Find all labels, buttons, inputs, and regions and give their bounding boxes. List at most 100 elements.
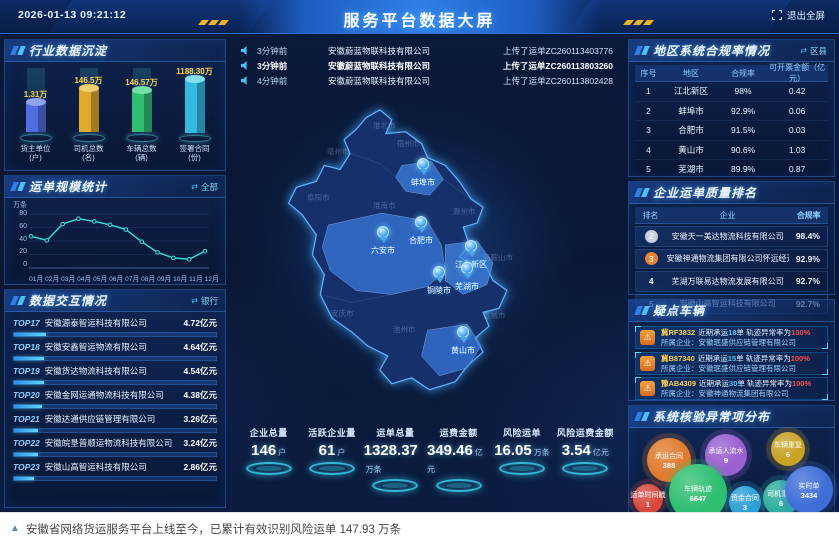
stat-unit: 亿元 [592,448,609,457]
table-row[interactable]: 5 芜湖市 89.9% 0.87 [635,160,828,180]
stat-item: 企业总量 146 户 [237,426,300,506]
progress-fill [14,476,35,480]
progress-fill [14,404,43,408]
rank-label: TOP22 [13,438,40,448]
progress-fill [14,428,39,432]
triangle-marker: ▲ [10,523,20,534]
y-axis-ticks: 80 60 40 20 0 [11,210,27,268]
list-item[interactable]: TOP21 安徽达通供应链管理有限公司 3.26亿元 [13,413,217,433]
rank-label: TOP17 [13,318,40,328]
compliance-rate: 98.4% [795,231,820,242]
line-chart-svg [28,213,209,269]
list-item[interactable]: TOP22 安徽皖垦普顺运物流科技有限公司 3.24亿元 [13,437,217,457]
stat-unit: 户 [278,448,287,457]
exit-fullscreen-button[interactable]: 退出全屏 [771,8,825,22]
table-row[interactable]: 2 安徽天一美达物流科技有限公司 98.4% [635,226,828,247]
compliance-rate: 92.7% [795,276,820,287]
anomaly-bubble[interactable]: 车辆重复 6 [766,427,810,471]
anomaly-bubble[interactable]: 资金合同 3 [724,481,766,512]
vehicle-summary: 冀B87340 近期承运15单 轨迹异常率为100% [661,353,810,363]
header-decoration [567,0,791,33]
bar [184,74,205,134]
header-bar: 2026-01-13 09:21:12 服务平台数据大屏 退出全屏 [0,0,839,34]
table-row[interactable]: 4 芜湖万联易达物流发展有限公司 92.7% [635,271,828,292]
bar-label: 司机总数 (名) [73,144,104,162]
panel-title-bar: 数据交互情况 ⇄ 银行 [5,290,225,312]
suspect-vehicle-cards: ⚠ 冀RF3832 近期承运18单 轨迹异常率为100% 所属企业：安徽珉盛供应链… [629,322,834,400]
bubble-label: 运单时间戳 [630,491,666,499]
x-tick: 06月 [109,276,124,283]
table-row[interactable]: 2 蚌埠市 92.9% 0.06 [635,102,828,121]
city-label: 六安市 [371,246,395,255]
footer-note: 安徽省网络货运服务平台上线至今，已累计有效识别风险运单 147.93 万条 [25,523,401,536]
table-row[interactable]: 3 合肥市 91.5% 0.03 [635,121,828,141]
panel-title: 系统核验异常项分布 [653,410,771,424]
vehicle-card[interactable]: ⚠ 豫AB4309 近期承运30单 轨迹异常率为100% 所属企业：安徽神通物流集… [635,377,828,400]
compliance-rate: 92.9% [795,253,820,264]
list-item[interactable]: TOP17 安徽源泰智运科技有限公司 4.72亿元 [13,317,217,337]
panel-title: 地区系统合规率情况 [653,44,771,58]
bar [78,84,99,132]
rank-label: TOP21 [13,414,40,424]
bubble-value: 6 [778,498,784,508]
anhui-province-map[interactable]: 亳州市 淮北市 宿州市 阜阳市 淮南市 滁州市 马鞍山市 宣城市 池州市 安庆市 蚌埠市 合肥市 [231,94,623,418]
stat-unit: 亿元 [426,448,483,474]
vehicle-card[interactable]: ⚠ 冀B87340 近期承运15单 轨迹异常率为100% 所属企业：安徽珉盛供应链… [635,351,828,375]
vehicle-owner: 所属企业：安徽珉盛供应链管理有限公司 [661,338,796,347]
disc-platform-icon [498,462,545,475]
bar-item: 1.31万 货主单位 (户) [9,66,62,162]
company-name: 安徽货达物流科技有限公司 [44,366,147,376]
list-item[interactable]: TOP19 安徽货达物流科技有限公司 4.54亿元 [13,365,217,385]
progress-track [13,451,217,457]
x-tick: 03月 [61,276,76,283]
disc-platform-icon [372,479,419,492]
anomaly-bubble[interactable]: 实时单 3434 [780,461,838,512]
vehicle-summary: 豫AB4309 近期承运30单 轨迹异常率为100% [661,379,812,388]
panel-title-bar: 疑点车辆 [629,300,834,322]
anomaly-bubble[interactable]: 车辆轨迹 6647 [664,459,732,512]
bar-item: 146.57万 车辆总数 (辆) [115,66,168,162]
region-table-body: 1 江北新区 98% 0.42 2 蚌埠市 92.9% 0.06 [635,82,828,180]
disc-platform-icon [435,479,482,492]
waybill-filter-select[interactable]: ⇄ 全部 [191,181,218,192]
progress-track [13,379,217,385]
stat-value: 61 户 [318,442,346,459]
bubble-value: 388 [662,460,676,470]
panel-quality-ranking: 企业运单质量排名 排名 企业 合规率 2 安徽天一美达物流科技有限公司 [628,181,835,314]
industry-bar-chart: 1.31万 货主单位 (户) 146.5万 司机总数 (名) [5,62,225,166]
region-filter-select[interactable]: ⇄ 区县 [800,45,827,56]
list-item[interactable]: TOP20 安徽金网运通物流科技有限公司 4.38亿元 [13,389,217,409]
stat-item: 风险运费金额 3.54 亿元 [554,426,617,506]
y-tick: 80 [19,210,27,217]
medal-icon: 2 [644,229,658,243]
fullscreen-icon [771,10,782,20]
footer-note-bar: ▲ 安徽省网络货运服务平台上线至今，已累计有效识别风险运单 147.93 万条 [0,512,839,544]
table-row[interactable]: 4 黄山市 90.6% 1.03 [635,141,828,160]
interaction-filter-select[interactable]: ⇄ 银行 [191,295,218,306]
panel-title-bar: 运单规模统计 ⇄ 全部 [5,176,225,198]
bar-value: 1188.30万 [176,67,213,76]
notice-row: 3分钟前 安徽蔚蓝物联科技有限公司 上传了运单ZC260113803260 [241,58,613,73]
waybill-line-chart: 万条 80 60 40 20 0 01月 02月 03月 04月 05月 06月 07月 08月 09月… [5,198,225,285]
vehicle-card[interactable]: ⚠ 冀RF3832 近期承运18单 轨迹异常率为100% 所属企业：安徽珉盛供应链… [635,326,828,349]
city-label: 芜湖市 [455,282,479,291]
x-tick: 10月 [173,276,188,283]
amount-value: 3.24亿元 [183,438,217,448]
notice-company: 安徽蔚蓝物联科技有限公司 [327,60,430,71]
city-label-faint: 淮南市 [373,201,396,210]
list-item[interactable]: TOP23 安徽山高智运科技有限公司 2.86亿元 [13,461,217,481]
stat-label: 活跃企业量 [308,428,356,438]
rank-label: TOP23 [13,462,40,472]
bar-base-ring [72,134,105,142]
table-row[interactable]: 3 安徽神通物流集团有限公司怀远经开区分公司 92.9% [635,248,828,269]
speaker-icon [241,76,247,85]
list-item[interactable]: TOP18 安徽安鑫智运物流有限公司 4.64亿元 [13,341,217,361]
anomaly-bubble[interactable]: 运单时间戳 1 [628,479,668,512]
table-row[interactable]: 1 江北新区 98% 0.42 [635,82,828,102]
bar-base-ring [125,134,158,142]
location-pin-icon [433,266,445,283]
right-column: 地区系统合规率情况 ⇄ 区县 序号 地区 合规率 可开票金额（亿元） 1 [628,39,838,512]
city-label: 合肥市 [409,236,433,245]
panel-title: 行业数据沉淀 [29,44,108,58]
progress-fill [14,380,45,384]
